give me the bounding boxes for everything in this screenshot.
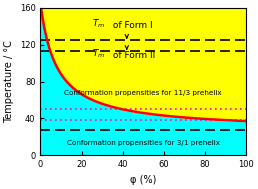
Text: $T_m$: $T_m$ bbox=[92, 48, 105, 60]
Y-axis label: Temperature / °C: Temperature / °C bbox=[4, 40, 14, 123]
Text: Conformation propensities for 3/1 prehelix: Conformation propensities for 3/1 prehel… bbox=[67, 140, 220, 146]
Text: of Form II: of Form II bbox=[110, 51, 156, 60]
Text: Conformation propensities for 11/3 prehelix: Conformation propensities for 11/3 prehe… bbox=[64, 90, 222, 96]
Text: of Form I: of Form I bbox=[110, 21, 153, 30]
X-axis label: φ (%): φ (%) bbox=[130, 175, 156, 185]
Text: $T_m$: $T_m$ bbox=[92, 17, 105, 30]
